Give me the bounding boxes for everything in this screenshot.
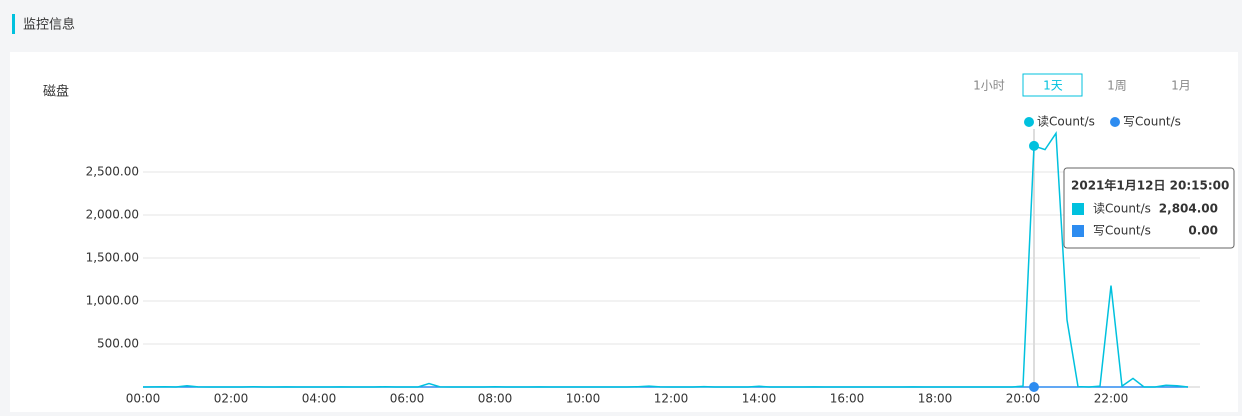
y-tick-label: 500.00: [97, 337, 139, 351]
legend-label[interactable]: 写Count/s: [1123, 115, 1181, 129]
header-bar: [12, 14, 15, 34]
panel-title: 磁盘: [43, 84, 69, 100]
x-tick-label: 14:00: [742, 392, 777, 406]
x-tick-label: 20:00: [1006, 392, 1041, 406]
x-tick-label: 04:00: [302, 392, 337, 406]
hover-point: [1029, 140, 1039, 151]
y-tick-label: 2,000.00: [86, 208, 139, 222]
tooltip-title: 2021年1月12日 20:15:00: [1071, 178, 1229, 193]
y-tick-label: 2,500.00: [86, 165, 139, 179]
range-button[interactable]: [1022, 73, 1083, 97]
hover-point: [1029, 382, 1039, 392]
tooltip-value: 2,804.00: [1159, 202, 1218, 216]
y-tick-label: 1,500.00: [86, 251, 139, 265]
x-tick-label: 12:00: [654, 392, 689, 406]
tooltip-value: 0.00: [1188, 224, 1218, 238]
range-label[interactable]: 1天: [1043, 79, 1063, 93]
range-label[interactable]: 1周: [1107, 79, 1127, 93]
tooltip-name: 读Count/s: [1093, 202, 1151, 216]
y-tick-label: 1,000.00: [86, 294, 139, 308]
x-tick-label: 02:00: [214, 392, 249, 406]
card: [10, 52, 1238, 416]
x-tick-label: 18:00: [918, 392, 953, 406]
legend-marker[interactable]: [1110, 117, 1120, 127]
x-tick-label: 08:00: [478, 392, 513, 406]
legend-marker[interactable]: [1024, 117, 1034, 127]
series-line: [142, 131, 1189, 388]
range-label[interactable]: 1小时: [973, 79, 1005, 93]
x-tick-label: 22:00: [1094, 392, 1129, 406]
x-tick-label: 10:00: [566, 392, 601, 406]
tooltip-swatch: [1072, 203, 1084, 215]
tooltip: [1063, 167, 1235, 249]
x-tick-label: 00:00: [126, 392, 161, 406]
tooltip-swatch: [1072, 225, 1084, 237]
range-label[interactable]: 1月: [1171, 79, 1191, 93]
x-tick-label: 16:00: [830, 392, 865, 406]
x-tick-label: 06:00: [390, 392, 425, 406]
header-title: 监控信息: [23, 17, 75, 33]
tooltip-name: 写Count/s: [1093, 224, 1151, 238]
legend-label[interactable]: 读Count/s: [1037, 115, 1095, 129]
